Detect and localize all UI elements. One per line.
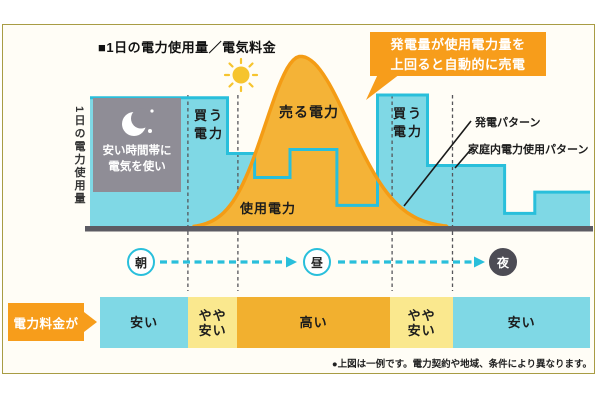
night-tip-line2: 電気を使い xyxy=(108,161,166,173)
footnote: ●上図は一例です。電力契約や地域、条件により異なります。 xyxy=(331,359,592,370)
usage-label-pointer xyxy=(454,146,474,169)
rate-caption: 電力料金が xyxy=(8,303,84,341)
time-marker-night: 夜 xyxy=(489,248,517,276)
usage-area-bought xyxy=(90,95,590,228)
generation-pattern-label: 発電パターン xyxy=(475,117,541,129)
buy-power-evening-label: 買う 電力 xyxy=(393,106,424,139)
night-tip-line1: 安い時間帯に xyxy=(102,145,172,157)
chart-title: ■1日の電力使用量／電気料金 xyxy=(98,40,277,55)
rate-bar: 安い やや 安い 高い やや 安い 安い xyxy=(100,297,590,348)
rate-boundary-lines xyxy=(187,95,454,291)
buy-power-morning-label: 買う 電力 xyxy=(194,108,225,141)
callout-tail xyxy=(366,74,400,100)
callout-line2: 上回ると自動的に売電 xyxy=(390,57,526,72)
time-baseline xyxy=(85,226,593,232)
rate-segment: やや 安い xyxy=(188,297,238,348)
rate-segment: 高い xyxy=(237,297,391,348)
arrowhead-icon xyxy=(474,256,485,268)
time-marker-noon: 昼 xyxy=(303,248,331,276)
sell-callout: 発電量が使用電力量を 上回ると自動的に売電 xyxy=(370,32,546,76)
sell-power-label: 売る電力 xyxy=(279,104,339,120)
generation-label-pointer xyxy=(403,120,472,207)
generation-pattern-line xyxy=(192,54,450,230)
rate-segment: 安い xyxy=(453,297,590,348)
generation-area xyxy=(194,56,449,228)
callout-line1: 発電量が使用電力量を xyxy=(390,37,526,52)
night-tip-text: 安い時間帯に 電気を使い xyxy=(93,143,181,175)
rate-segment: 安い xyxy=(100,297,189,348)
used-power-label: 使用電力 xyxy=(240,201,297,216)
usage-pattern-label: 家庭内電力使用パターン xyxy=(468,144,589,156)
rate-segment: やや 安い xyxy=(390,297,454,348)
arrowhead-icon xyxy=(286,256,297,268)
sun-icon xyxy=(223,57,259,93)
y-axis-label: 1日の電力使用量 xyxy=(73,106,85,206)
time-marker-morning: 朝 xyxy=(127,248,155,276)
moon-icon xyxy=(122,108,154,136)
usage-pattern-line xyxy=(90,93,590,215)
